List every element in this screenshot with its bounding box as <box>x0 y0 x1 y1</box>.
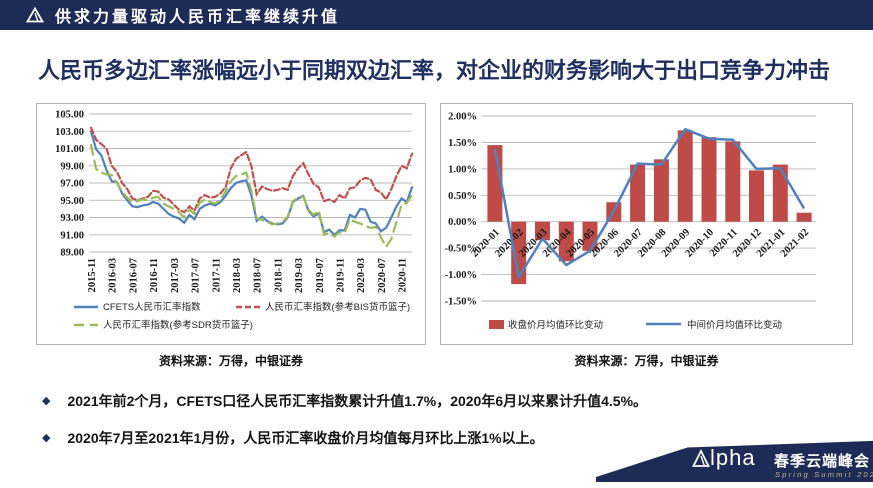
y-tick-label: 95.00 <box>60 196 84 207</box>
bar <box>630 164 646 222</box>
y-tick-label: 1.00% <box>448 164 477 175</box>
alpha-triangle-icon <box>26 7 44 23</box>
y-tick-label: 89.00 <box>60 248 84 259</box>
y-tick-label: 97.00 <box>60 179 84 190</box>
line-series <box>89 130 414 237</box>
y-tick-label: 0.00% <box>448 217 477 228</box>
line-series <box>493 127 806 279</box>
header-title: 供求力量驱动人民币汇率继续升值 <box>55 9 341 26</box>
y-tick-label: 93.00 <box>60 213 84 224</box>
bar <box>511 221 527 285</box>
cfets-index-line-chart: 105.00 103.00 101.00 99.00 97.00 95.00 93.00 91… <box>55 110 414 331</box>
footer-brand: lpha <box>692 445 756 470</box>
y-tick-label: 2.00% <box>448 112 477 123</box>
right-chart-source: 资料来源：万得，中银证券 <box>574 354 719 368</box>
x-tick-label: 2016-11 <box>149 258 160 292</box>
diamond-bullet-icon: ◆ <box>42 395 51 407</box>
bar <box>701 137 717 222</box>
footer-brand-text: lpha <box>710 445 756 470</box>
x-tick-label: 2016-07 <box>128 258 139 293</box>
y-tick-label: 101.00 <box>55 144 84 155</box>
bar <box>535 221 550 241</box>
line-series <box>89 143 414 249</box>
x-tick-label: 2017-03 <box>170 258 181 293</box>
y-tick-label: -0.50% <box>445 244 477 255</box>
diamond-bullet-icon: ◆ <box>42 432 51 444</box>
legend-label: 人民币汇率指数(参考BIS货币篮子) <box>265 301 410 313</box>
x-tick-label: 2020-07 <box>377 258 388 293</box>
x-tick-label: 2017-11 <box>211 258 222 292</box>
legend-label: 人民币汇率指数(参考SDR货币篮子) <box>103 319 253 331</box>
x-tick-label: 2015-11 <box>87 258 98 292</box>
x-tick-label: 2019-03 <box>294 258 305 293</box>
y-tick-label: 91.00 <box>60 230 84 241</box>
page-title: 人民币多边汇率涨幅远小于同期双边汇率，对企业的财务影响大于出口竞争力冲击 <box>38 58 831 83</box>
y-tick-label: 105.00 <box>55 110 84 121</box>
y-tick-label: 103.00 <box>55 127 84 138</box>
bar <box>558 221 574 262</box>
y-tick-label: 0.50% <box>448 191 477 202</box>
x-tick-label: 2018-11 <box>273 258 284 292</box>
bar <box>749 170 764 222</box>
bullet-text: 2021年前2个月，CFETS口径人民币汇率指数累计升值1.7%，2020年6月… <box>67 393 648 409</box>
right-chart: 2.00% 1.50% 1.00% 0.50% 0.00% -0.50% -1.00% -1.… <box>440 103 853 345</box>
footer-event-title: 春季云端峰会 <box>774 453 871 470</box>
left-chart: 105.00 103.00 101.00 99.00 97.00 95.00 93.00 91… <box>36 103 426 345</box>
bar <box>796 212 812 222</box>
x-tick-label: 2017-07 <box>191 258 202 293</box>
legend-label: 中间价月均值环比变动 <box>687 319 782 331</box>
bar <box>677 130 693 222</box>
left-chart-source: 资料来源：万得，中银证券 <box>158 354 303 368</box>
y-tick-label: -1.00% <box>445 270 477 281</box>
y-tick-label: 1.50% <box>448 138 477 149</box>
bar <box>653 159 669 222</box>
x-tick-label: 2019-11 <box>336 258 347 292</box>
bullet-text: 2020年7月至2021年1月份，人民币汇率收盘价月均值每月环比上涨1%以上。 <box>67 430 544 446</box>
legend-swatch <box>489 320 504 329</box>
legend-label: CFETS人民币汇率指数 <box>103 301 201 313</box>
x-tick-label: 2020-11 <box>398 258 409 292</box>
alpha-triangle-icon <box>692 449 710 467</box>
monthly-change-bar-line-chart: 2.00% 1.50% 1.00% 0.50% 0.00% -0.50% -1.00% -1.… <box>445 112 816 331</box>
footer-event-subtitle: Spring Summit 2021 <box>775 470 873 479</box>
bullet-list: ◆ 2021年前2个月，CFETS口径人民币汇率指数累计升值1.7%，2020年… <box>42 391 842 465</box>
x-tick-label: 2018-03 <box>232 258 243 293</box>
x-tick-label: 2018-07 <box>253 258 264 293</box>
list-item: ◆ 2021年前2个月，CFETS口径人民币汇率指数累计升值1.7%，2020年… <box>42 391 842 411</box>
y-tick-label: 99.00 <box>60 161 84 172</box>
x-tick-label: 2016-03 <box>108 258 119 293</box>
line-series <box>89 126 414 214</box>
x-tick-label: 2020-03 <box>356 258 367 293</box>
x-tick-label: 2019-07 <box>315 258 326 293</box>
bar <box>772 164 788 222</box>
bar <box>725 141 741 222</box>
y-tick-label: -1.50% <box>445 297 477 308</box>
legend-label: 收盘价月均值环比变动 <box>508 319 603 331</box>
list-item: ◆ 2020年7月至2021年1月份，人民币汇率收盘价月均值每月环比上涨1%以上… <box>42 428 842 448</box>
header-bar: 供求力量驱动人民币汇率继续升值 <box>0 0 873 30</box>
